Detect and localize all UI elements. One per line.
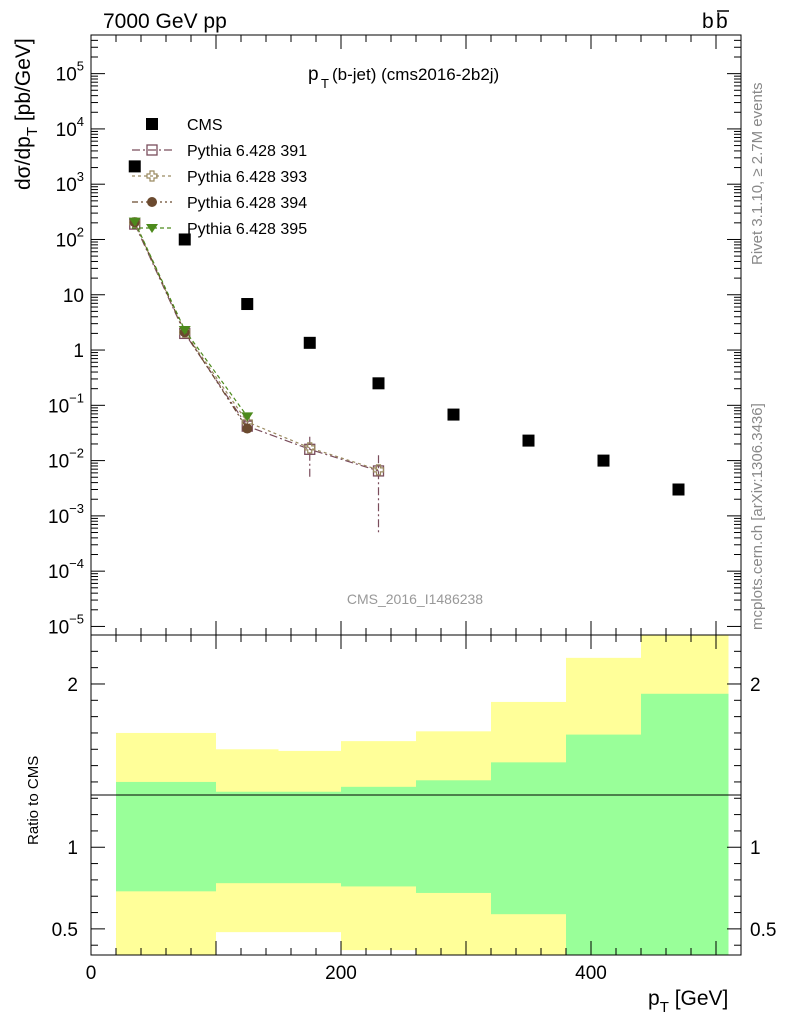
ratio-band-inner bbox=[491, 762, 566, 915]
x-axis-label-sub: T bbox=[660, 999, 669, 1016]
legend-label: Pythia 6.428 395 bbox=[187, 221, 307, 238]
cms-data-point bbox=[597, 454, 610, 467]
cms-data-point bbox=[241, 298, 254, 311]
y-axis-label-rest: [pb/GeV] bbox=[12, 38, 35, 127]
cms-data-point bbox=[522, 434, 535, 447]
ratio-band-inner bbox=[116, 781, 216, 892]
pythia-394-point bbox=[147, 197, 157, 207]
main-plot-panel: p T (b-jet) (cms2016-2b2j) dσ/dpT [pb/Ge… bbox=[12, 34, 742, 638]
pythia-395-point bbox=[241, 412, 254, 422]
pythia-394-point bbox=[242, 423, 253, 434]
x-tick-label: 400 bbox=[575, 963, 607, 984]
ratio-plot-frame bbox=[90, 634, 742, 956]
legend-entry: CMS bbox=[146, 117, 223, 134]
plot-title: p T (b-jet) (cms2016-2b2j) bbox=[308, 64, 499, 91]
legend-entry: Pythia 6.428 394 bbox=[132, 195, 307, 212]
cms-data-point bbox=[178, 233, 191, 246]
y-tick-label: 105 bbox=[56, 59, 84, 86]
process-label-b: b bbox=[702, 10, 714, 33]
plot-title-main: p bbox=[308, 64, 319, 85]
y-tick-label: 10−5 bbox=[48, 611, 84, 638]
cms-data-point bbox=[672, 483, 685, 496]
pythia-395-point bbox=[178, 326, 191, 336]
svg-text:dσ/dpT [pb/GeV]: dσ/dpT [pb/GeV] bbox=[12, 38, 41, 190]
ratio-y-tick-label-right: 0.5 bbox=[750, 920, 776, 941]
cms-data-point bbox=[146, 118, 158, 130]
y-axis-label-sub: T bbox=[24, 127, 41, 136]
legend-label: Pythia 6.428 391 bbox=[187, 143, 307, 160]
cms-data-point bbox=[303, 336, 316, 349]
cms-data-point bbox=[372, 377, 385, 390]
x-axis-label-rest: [GeV] bbox=[669, 987, 729, 1010]
ratio-band-inner bbox=[641, 693, 729, 955]
pythia-395-point bbox=[128, 217, 141, 227]
y-tick-label: 1 bbox=[73, 341, 84, 362]
series-line bbox=[134, 222, 379, 471]
series-line bbox=[134, 223, 379, 472]
x-axis-label-main: p bbox=[648, 987, 660, 1010]
legend-label: CMS bbox=[187, 117, 223, 134]
ratio-y-tick-label: 0.5 bbox=[52, 920, 78, 941]
x-axis-label: pT [GeV] bbox=[648, 987, 728, 1016]
watermark: CMS_2016_I1486238 bbox=[347, 591, 483, 607]
cms-data-point bbox=[447, 408, 460, 421]
series-1 bbox=[129, 218, 385, 533]
series-line bbox=[134, 221, 248, 429]
ratio-band-inner bbox=[278, 791, 341, 884]
ratio-bands bbox=[116, 635, 729, 955]
legend-label: Pythia 6.428 393 bbox=[187, 169, 307, 186]
svg-text:pT [GeV]: pT [GeV] bbox=[648, 987, 728, 1016]
y-tick-label: 10−2 bbox=[48, 446, 84, 473]
pythia-393-point bbox=[146, 170, 158, 182]
process-label: b b bbox=[702, 10, 729, 33]
legend: CMS Pythia 6.428 391 Pythia 6.428 393 Pythi… bbox=[132, 117, 307, 238]
ratio-y-tick-label-right: 2 bbox=[750, 675, 761, 696]
legend-entry: Pythia 6.428 393 bbox=[132, 169, 307, 186]
y-tick-label: 102 bbox=[56, 224, 84, 251]
y-tick-label: 10−1 bbox=[48, 390, 84, 417]
pythia-393-point bbox=[372, 464, 385, 476]
y-tick-label: 10 bbox=[63, 286, 84, 307]
ratio-band-inner bbox=[341, 786, 416, 887]
y-tick-label: 104 bbox=[56, 114, 84, 141]
rivet-label: Rivet 3.1.10, ≥ 2.7M events bbox=[749, 83, 766, 266]
x-tick-label: 0 bbox=[86, 963, 97, 984]
legend-label: Pythia 6.428 394 bbox=[187, 195, 307, 212]
y-tick-label: 10−3 bbox=[48, 501, 84, 528]
y-tick-label: 103 bbox=[56, 169, 84, 196]
energy-label: 7000 GeV pp bbox=[103, 10, 227, 33]
ratio-band-inner bbox=[566, 734, 641, 955]
cms-data-point bbox=[128, 160, 141, 173]
y-axis-label-main: dσ/dp bbox=[12, 136, 35, 190]
pythia-393-point bbox=[304, 442, 316, 454]
ratio-band-inner bbox=[416, 780, 491, 893]
process-label-bbar: b bbox=[716, 10, 728, 33]
series-4 bbox=[128, 217, 254, 422]
series-line bbox=[134, 221, 248, 417]
series-0 bbox=[128, 160, 685, 496]
ratio-y-tick-label-right: 1 bbox=[750, 838, 761, 859]
y-tick-label: 10−4 bbox=[48, 556, 84, 583]
pythia-395-point bbox=[146, 224, 158, 233]
x-tick-label: 200 bbox=[325, 963, 357, 984]
mcplots-label: mcplots.cern.ch [arXiv:1306.3436] bbox=[749, 403, 766, 630]
legend-entry: Pythia 6.428 391 bbox=[132, 143, 307, 160]
legend-entry: Pythia 6.428 395 bbox=[132, 221, 307, 238]
pythia-391-point bbox=[146, 144, 158, 156]
series-2 bbox=[129, 217, 385, 476]
ratio-y-tick-label: 1 bbox=[67, 838, 78, 859]
plot-title-rest: (b-jet) (cms2016-2b2j) bbox=[332, 65, 499, 84]
ratio-y-tick-label: 2 bbox=[67, 675, 78, 696]
y-axis-label: dσ/dpT [pb/GeV] bbox=[12, 38, 41, 190]
ratio-plot-panel: 2 2 1 1 0.5 0.5 0 200 400 Ratio to CMS pT [GeV] bbox=[25, 634, 776, 1016]
ratio-band-inner bbox=[216, 791, 279, 884]
ratio-y-axis-label: Ratio to CMS bbox=[25, 756, 42, 845]
plot-title-sub: T bbox=[321, 76, 329, 91]
